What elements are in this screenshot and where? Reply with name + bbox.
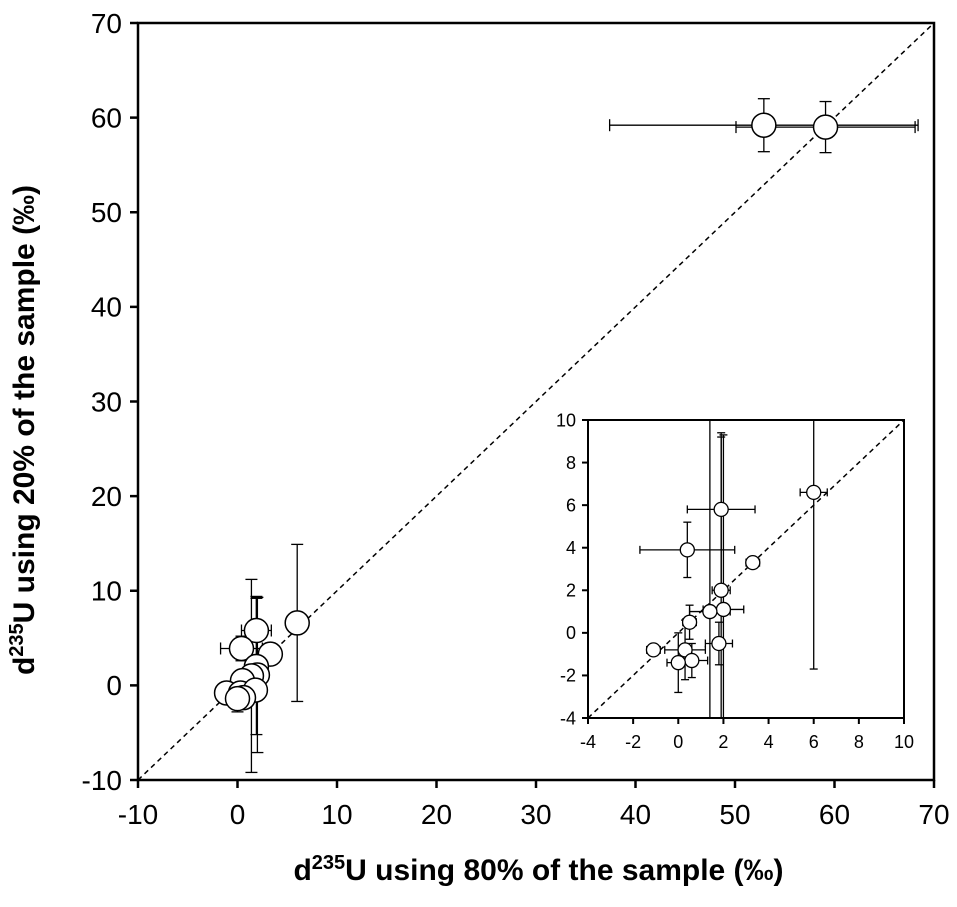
inset-y-tick-label: 10: [556, 410, 576, 430]
main-marker: [751, 112, 777, 138]
y-axis-title-sup: 235: [6, 623, 28, 657]
inset-marker: [677, 642, 693, 658]
inset-plot: -4 -2 0 2 4 6 8 10 -4 -2 0 2 4 6 8 10: [556, 410, 914, 752]
main-y-tick-label: 40: [91, 292, 122, 323]
inset-marker: [702, 603, 718, 620]
main-y-tick-label: 0: [106, 670, 122, 701]
main-x-tick-label: 50: [719, 799, 750, 830]
y-axis-title-rest: U using 20% of the sample (‰): [8, 184, 41, 624]
inset-x-tick-label: -4: [580, 732, 596, 752]
inset-marker: [670, 655, 686, 671]
inset-x-tick-label: -2: [625, 732, 641, 752]
main-x-tick-label: 30: [520, 799, 551, 830]
main-marker: [284, 610, 310, 636]
inset-plot-frame: [587, 419, 905, 719]
inset-y-tick-label: 8: [566, 453, 576, 473]
main-marker: [224, 685, 251, 712]
y-axis-title-prefix: d: [8, 656, 41, 676]
inset-x-tick-label: 6: [809, 732, 819, 752]
main-x-tick-label: 0: [230, 799, 246, 830]
inset-marker: [681, 614, 698, 630]
main-marker: [228, 635, 255, 662]
x-axis-title: d235U using 80% of the sample (‰): [60, 852, 957, 888]
main-y-tick-label: -10: [82, 765, 122, 796]
x-axis-title-prefix: d: [293, 854, 312, 887]
inset-reference-line: [588, 420, 904, 718]
inset-marker: [684, 652, 700, 669]
main-y-tick-label: 10: [91, 576, 122, 607]
inset-marker: [645, 642, 662, 658]
inset-x-tick-label: 4: [764, 732, 774, 752]
inset-y-tick-label: -2: [560, 666, 576, 686]
main-x-tick-label: 60: [819, 799, 850, 830]
main-x-tick-label: 40: [620, 799, 651, 830]
inset-marker: [711, 635, 727, 652]
inset-marker: [715, 601, 732, 618]
inset-x-tick-label: 10: [894, 732, 914, 752]
main-x-tick-label: 20: [421, 799, 452, 830]
inset-marker: [806, 484, 822, 501]
inset-data-area: [588, 420, 904, 718]
inset-y-tick-label: 4: [566, 538, 576, 558]
inset-x-tick-label: 2: [718, 732, 728, 752]
main-y-tick-label: 50: [91, 197, 122, 228]
inset-marker: [679, 542, 695, 558]
main-data-area: [138, 23, 934, 780]
main-y-tick-label: 30: [91, 386, 122, 417]
main-y-tick-label: 20: [91, 481, 122, 512]
inset-y-tick-label: 2: [566, 581, 576, 601]
inset-marker: [745, 554, 761, 571]
inset-y-tick-label: 6: [566, 495, 576, 515]
main-marker: [812, 114, 839, 140]
inset-y-tick-label: 0: [566, 623, 576, 643]
x-axis-title-sup: 235: [311, 852, 346, 874]
inset-y-tick-label: -4: [560, 708, 576, 728]
inset-x-tick-label: 8: [854, 732, 864, 752]
main-y-tick-label: 60: [91, 102, 122, 133]
inset-marker: [713, 501, 729, 518]
main-marker: [243, 617, 270, 644]
x-axis-title-rest: U using 80% of the sample (‰): [345, 854, 784, 887]
main-x-tick-label: 70: [918, 799, 949, 830]
inset-x-tick-label: 0: [673, 732, 683, 752]
main-y-tick-label: 70: [91, 8, 122, 39]
inset-marker: [713, 582, 729, 598]
main-x-tick-label: -10: [118, 799, 158, 830]
main-x-tick-label: 10: [321, 799, 352, 830]
